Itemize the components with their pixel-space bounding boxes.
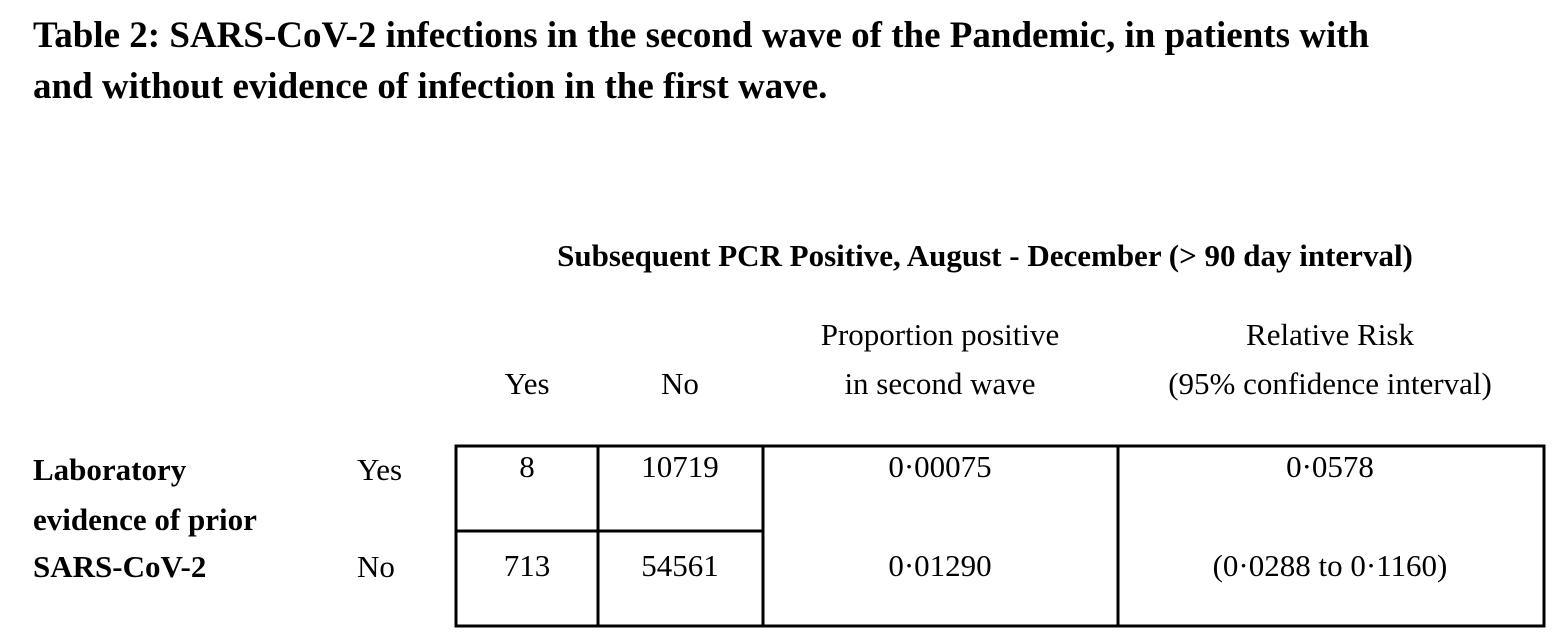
row-header: SARS-CoV-2 (33, 549, 206, 584)
column-header: Proportion positive (821, 317, 1060, 352)
row-header: Laboratory (33, 452, 187, 487)
column-header: in second wave (844, 366, 1035, 401)
column-header: No (661, 366, 699, 401)
column-header: Relative Risk (1246, 317, 1414, 352)
column-header: Yes (504, 366, 549, 401)
cell: 0·0578 (1286, 449, 1374, 484)
title-line: Table 2: SARS-CoV-2 infections in the se… (33, 15, 1370, 56)
cell: 0·00075 (888, 449, 991, 484)
cell: (0·0288 to 0·1160) (1213, 548, 1448, 583)
row-label: Yes (357, 452, 402, 487)
row-label: No (357, 549, 395, 584)
column-header: (95% confidence interval) (1168, 366, 1492, 401)
cell: 713 (504, 548, 551, 583)
cell: 8 (519, 449, 535, 484)
cell: 0·01290 (888, 548, 991, 583)
title-line: and without evidence of infection in the… (33, 66, 827, 107)
subheader: Subsequent PCR Positive, August - Decemb… (557, 238, 1413, 273)
table-border (454, 444, 1546, 628)
cell: 10719 (641, 449, 719, 484)
row-header: evidence of prior (33, 502, 257, 537)
cell: 54561 (641, 548, 719, 583)
